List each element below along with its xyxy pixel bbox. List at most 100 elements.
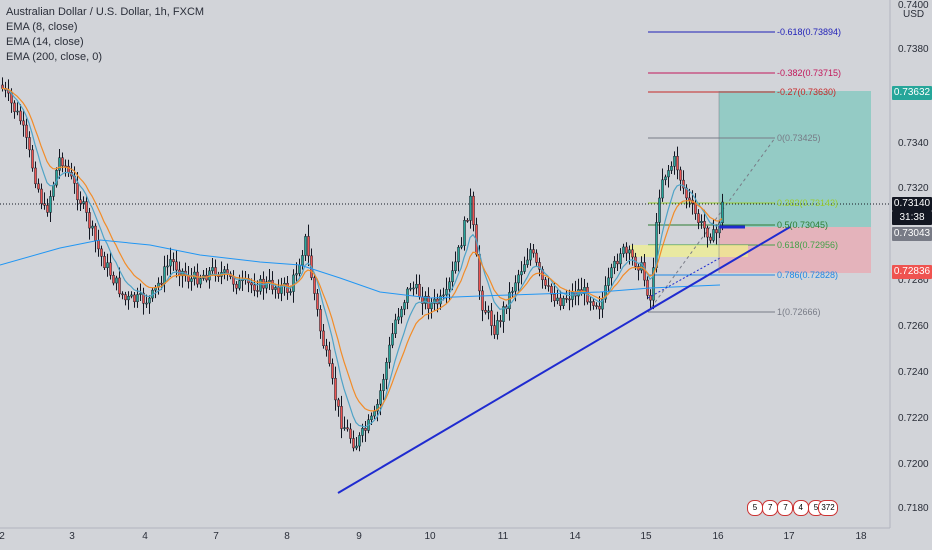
candle-body [199,278,202,285]
fib-level-label: -0.27(0.73630) [777,87,837,97]
candle-body [502,306,505,322]
candle-body [289,291,292,293]
candle-body [511,290,514,293]
candle-body [529,249,532,261]
time-tick: 11 [497,531,509,542]
candle-body [352,438,355,449]
candle-body [598,305,601,310]
candle-body [631,249,634,258]
indicator-ema14[interactable]: EMA (14, close) [6,36,84,48]
candle-body [79,199,82,204]
candle-body [34,167,37,185]
candle-body [337,399,340,407]
time-tick: 7 [213,531,219,542]
candle-body [19,110,22,122]
candle-body [592,301,595,306]
candle-body [391,333,394,346]
candle-body [370,415,373,421]
candle-body [703,221,706,229]
candle-body [622,246,625,254]
candle-body [532,249,535,254]
price-tick: 0.7240 [898,367,929,378]
fib-zone [630,245,748,257]
candle-body [340,406,343,429]
candle-body [721,201,724,223]
candle-body [604,285,607,300]
economic-events-group[interactable]: 5 7 7 4 5 [747,500,824,516]
candle-body [712,229,715,241]
event-flag-icon[interactable]: 4 [792,500,809,516]
candle-body [265,281,268,289]
candle-body [472,195,475,225]
event-flag-icon[interactable]: 7 [762,500,779,516]
candle-body [517,274,520,284]
candle-body [535,252,538,263]
candle-body [628,249,631,254]
countdown-tag: 31:38 [892,211,932,225]
candle-body [136,294,139,302]
candle-body [490,310,493,326]
candle-body [130,294,133,297]
candle-body [145,302,148,305]
ema14-line [1,87,723,412]
candle-body [469,195,472,221]
candle-body [277,287,280,294]
candle-body [523,264,526,272]
candle-body [55,170,58,186]
candle-body [589,301,592,303]
time-tick: 10 [424,531,436,542]
symbol-title[interactable]: Australian Dollar / U.S. Dollar, 1h, FXC… [6,6,205,18]
candle-body [625,246,628,254]
candle-body [493,325,496,335]
candle-body [16,110,19,113]
candle-body [268,279,271,283]
candle-body [160,282,163,285]
candle-body [40,188,43,204]
candle-body [85,201,88,213]
candle-body [139,292,142,295]
candle-body [658,197,661,223]
event-flag-icon[interactable]: 7 [777,500,794,516]
candle-body [613,260,616,269]
candle-body [583,287,586,294]
economic-events-group[interactable]: 372 [818,500,838,516]
candle-body [400,308,403,318]
candle-body [223,269,226,273]
fib-level-label: 0(0.73425) [777,133,821,143]
candle-body [376,404,379,412]
candle-body [301,255,304,266]
candle-body [349,428,352,439]
candle-body [358,435,361,447]
candle-body [211,267,214,272]
candle-body [127,295,130,301]
event-flag-icon[interactable]: 372 [818,500,838,516]
candle-body [181,270,184,277]
currency-label[interactable]: USD [903,9,925,20]
candle-body [298,264,301,274]
candle-body [454,261,457,271]
fib-level-label: 1(0.72666) [777,307,821,317]
event-flag-icon[interactable]: 5 [747,500,763,516]
candle-body [121,293,124,296]
candle-body [700,221,703,223]
candle-body [88,212,91,229]
candle-body [100,248,103,257]
candle-body [520,271,523,276]
candle-body [715,229,718,234]
candle-body [262,278,265,289]
candle-body [361,428,364,436]
candle-body [22,120,25,126]
candle-body [334,377,337,401]
indicator-ema8[interactable]: EMA (8, close) [6,21,78,33]
price-tick: 0.7260 [898,321,929,332]
candle-body [418,283,421,298]
indicator-ema200[interactable]: EMA (200, close, 0) [6,51,102,63]
candle-body [601,298,604,310]
candle-body [115,277,118,284]
candle-body [424,295,427,304]
candle-body [175,261,178,271]
candle-body [706,227,709,238]
candle-body [325,345,328,351]
